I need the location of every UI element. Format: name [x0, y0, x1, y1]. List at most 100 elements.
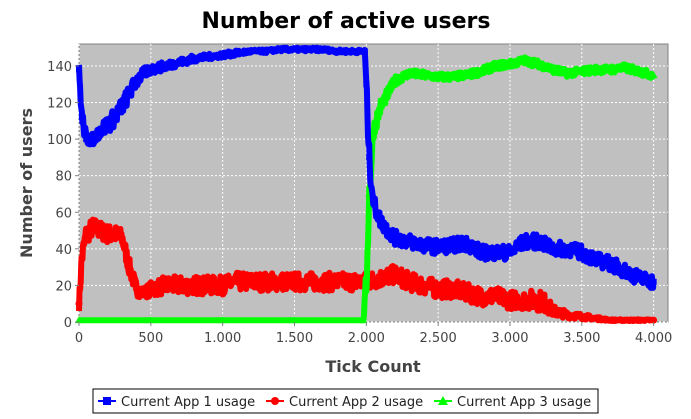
- series-2-point: [563, 311, 571, 319]
- series-1-point: [435, 244, 442, 251]
- y-tick-label: 80: [55, 170, 72, 185]
- series-2-point: [140, 289, 148, 297]
- x-tick-label: 500: [138, 331, 163, 346]
- series-1-point: [449, 242, 456, 249]
- legend-item: Current App 2 usage: [266, 395, 423, 410]
- series-1-point: [384, 227, 391, 234]
- series-3-point: [577, 67, 586, 75]
- series-1-point: [636, 275, 643, 282]
- legend-marker: [271, 397, 279, 405]
- legend-marker: [103, 397, 111, 405]
- series-1-point: [377, 218, 384, 225]
- series-1-point: [492, 249, 499, 256]
- series-1-point: [593, 256, 600, 263]
- series-1-point: [320, 46, 327, 53]
- series-2-point: [104, 230, 112, 238]
- series-1-point: [370, 200, 377, 207]
- series-3-point: [405, 69, 414, 77]
- chart-title: Number of active users: [201, 9, 490, 34]
- series-2-point: [434, 285, 442, 293]
- series-2-point: [492, 292, 500, 300]
- series-1-point: [463, 240, 470, 247]
- series-1-point: [621, 267, 628, 274]
- legend-marker: [438, 396, 448, 405]
- series-1-point: [162, 62, 169, 69]
- y-tick-label: 60: [55, 206, 72, 221]
- series-1-point: [550, 245, 557, 252]
- series-2-point: [334, 278, 342, 286]
- series-2-point: [477, 292, 485, 300]
- series-3-point: [549, 65, 558, 73]
- series-3-point: [383, 89, 392, 97]
- series-3-point: [75, 316, 83, 324]
- series-3-point: [362, 281, 371, 289]
- legend-frame: [92, 388, 599, 414]
- series-1-point: [363, 81, 370, 88]
- series-1-point: [176, 59, 183, 66]
- series-1-point: [119, 103, 126, 110]
- series-2-point: [97, 227, 105, 235]
- legend-label: Current App 2 usage: [289, 395, 423, 410]
- x-tick-label: 3.000: [491, 331, 528, 346]
- series-1-point: [478, 249, 485, 256]
- series-3-point: [620, 63, 629, 71]
- legend: Current App 1 usage Current App 2 usage Cu…: [92, 388, 599, 414]
- series-1-point: [578, 249, 585, 256]
- series-2-point: [219, 281, 227, 289]
- series-2-point: [190, 281, 198, 289]
- series-2-point: [348, 278, 356, 286]
- y-tick-label: 140: [47, 60, 72, 75]
- series-2-point: [247, 278, 255, 286]
- series-2-point: [578, 313, 586, 321]
- x-tick-label: 1.500: [276, 331, 313, 346]
- series-1: [76, 44, 657, 291]
- y-tick-label: 100: [47, 133, 72, 148]
- series-3-point: [563, 69, 572, 77]
- series-1-point: [140, 70, 147, 77]
- series-1-point: [291, 46, 298, 53]
- series-1-point: [248, 48, 255, 55]
- x-tick-label: 3.500: [563, 331, 600, 346]
- series-2-point: [506, 296, 514, 304]
- series-1-point: [190, 55, 197, 62]
- series-2-point: [176, 281, 184, 289]
- series-1-point: [564, 245, 571, 252]
- series-3-point: [448, 72, 457, 80]
- series-1-point: [361, 48, 368, 55]
- series-1-point: [78, 114, 85, 121]
- series-3-point: [146, 316, 155, 324]
- series-1-point: [277, 46, 284, 53]
- series-1-point: [650, 278, 657, 285]
- series-2-point: [161, 281, 169, 289]
- series-3-point: [391, 76, 400, 84]
- series-2-point: [75, 300, 83, 308]
- series-2-point: [204, 281, 212, 289]
- series-2-point: [78, 254, 86, 262]
- series-1-point: [234, 50, 241, 57]
- legend-item: Current App 1 usage: [98, 395, 255, 410]
- series-2-point: [463, 289, 471, 297]
- series-2-point: [542, 300, 550, 308]
- series-1-point: [205, 53, 212, 60]
- x-tick-label: 2.500: [420, 331, 457, 346]
- series-1-point: [305, 46, 312, 53]
- series-1-point: [406, 238, 413, 245]
- series-3-point: [359, 316, 368, 324]
- series-1-point: [535, 238, 542, 245]
- series-2-point: [125, 263, 133, 271]
- series-1-point: [607, 260, 614, 267]
- series-3-point: [477, 67, 486, 75]
- series-3-line: [76, 54, 657, 324]
- series-2-point: [592, 314, 600, 322]
- series-2-point: [276, 278, 284, 286]
- series-2-point: [262, 278, 270, 286]
- x-axis: 0 500 1.000 1.500 2.000 2.500 3.000 3.500 4.000: [75, 322, 672, 346]
- legend-item: Current App 3 usage: [434, 395, 591, 410]
- series-2-point: [607, 316, 615, 324]
- series-1-point: [111, 114, 118, 121]
- series-1-point: [97, 126, 104, 133]
- series-layer: [75, 44, 658, 324]
- series-2-point: [111, 230, 119, 238]
